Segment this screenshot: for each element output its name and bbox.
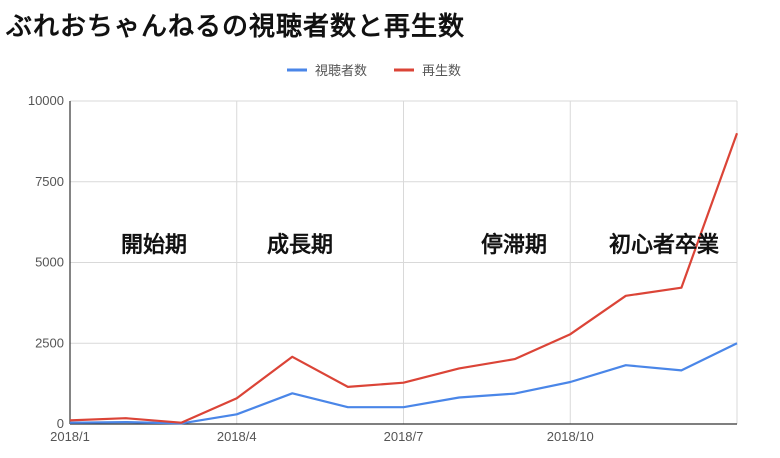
phase-label: 成長期 [267,233,333,258]
phase-label: 停滞期 [481,232,547,258]
y-tick-label: 0 [57,416,64,431]
y-tick-label: 10000 [28,93,64,108]
x-tick-label: 2018/7 [384,429,424,444]
legend-label: 視聴者数 [315,63,367,78]
x-tick-label: 2018/10 [547,429,594,444]
y-tick-label: 7500 [35,174,64,189]
grid [70,100,738,424]
y-tick-label: 5000 [35,255,64,270]
phase-label: 初心者卒業 [609,232,720,258]
series-line-1 [69,132,739,424]
x-tick-label: 2018/4 [217,429,257,444]
legend-label: 再生数 [422,63,461,78]
x-tick-label: 2018/1 [50,429,90,444]
series-lines [69,132,739,425]
legend: 視聴者数 再生数 [287,63,461,78]
y-tick-label: 2500 [35,335,64,350]
axes: 0 2500 5000 7500 10000 2018/1 2018/4 2018/7 2018… [28,93,737,444]
annotations: 開始期 成長期 停滞期 初心者卒業 [121,232,720,258]
phase-label: 開始期 [121,232,187,258]
chart-title: ぶれおちゃんねるの視聴者数と再生数 [6,12,466,42]
